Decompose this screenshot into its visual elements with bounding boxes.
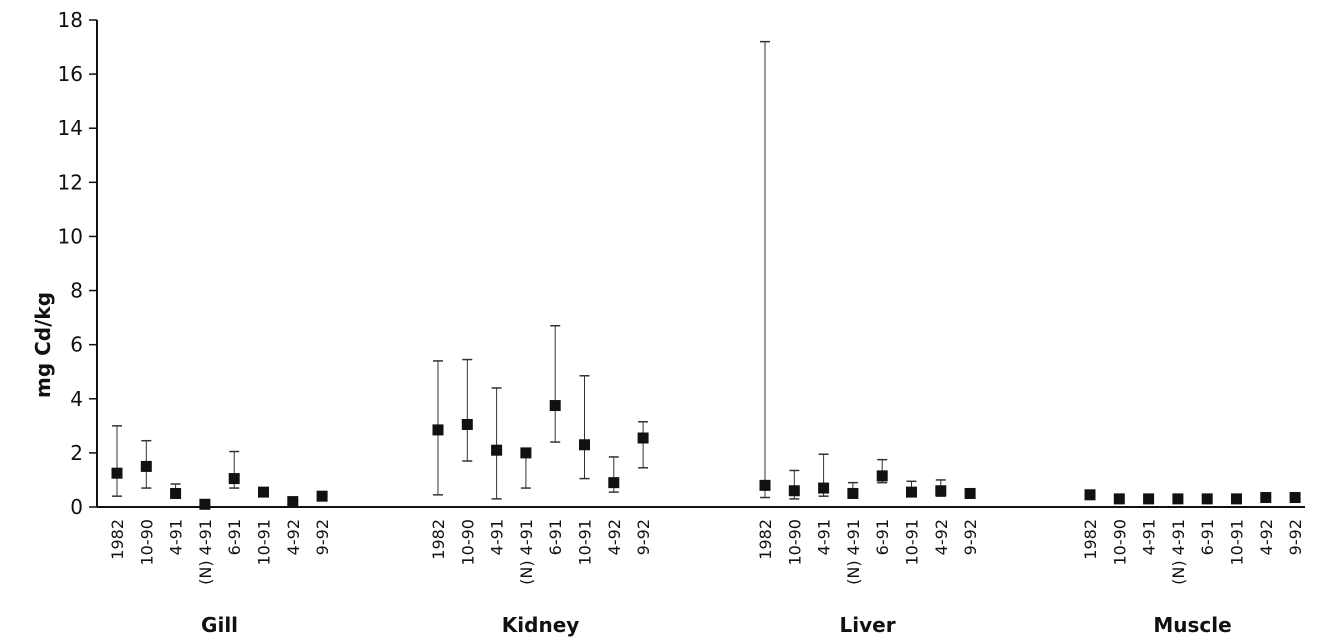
gill-category-label: (N) 4-91 <box>196 519 215 585</box>
gill-point <box>287 496 298 507</box>
liver-category-label: 9-92 <box>961 519 980 555</box>
kidney-point <box>579 439 590 450</box>
kidney-category-label: 10-90 <box>458 519 477 566</box>
gill-point <box>199 499 210 510</box>
gill-category-label: 1982 <box>108 519 127 560</box>
x-axis-labels: 1982 10-90 4-91 (N) 4-91 6-91 10-91 4-92 9-92 Gi… <box>108 519 1305 637</box>
muscle-category-label: 10-91 <box>1228 519 1247 566</box>
muscle-point <box>1085 489 1096 500</box>
kidney-category-label: (N) 4-91 <box>517 519 536 585</box>
gill-category-label: 10-91 <box>255 519 274 566</box>
liver-category-label: 4-92 <box>932 519 951 555</box>
muscle-point <box>1202 493 1213 504</box>
liver-category-label: 4-91 <box>815 519 834 555</box>
y-axis-ticks: 0 2 4 6 8 10 12 14 16 18 <box>58 8 97 519</box>
muscle-point <box>1290 492 1301 503</box>
muscle-point <box>1143 493 1154 504</box>
liver-category-label: 6-91 <box>873 519 892 555</box>
y-tick-label: 12 <box>58 170 83 194</box>
kidney-category-label: 4-92 <box>605 519 624 555</box>
kidney-category-label: 6-91 <box>546 519 565 555</box>
chart-marks <box>112 42 1301 510</box>
gill-point <box>258 487 269 498</box>
muscle-point <box>1114 493 1125 504</box>
y-tick-label: 18 <box>58 8 83 32</box>
liver-group-label: Liver <box>840 613 896 637</box>
gill-category-label: 6-91 <box>225 519 244 555</box>
liver-point <box>760 480 771 491</box>
muscle-category-label: (N) 4-91 <box>1169 519 1188 585</box>
muscle-point <box>1172 493 1183 504</box>
muscle-category-label: 4-91 <box>1140 519 1159 555</box>
liver-category-label: 10-90 <box>785 519 804 566</box>
y-tick-label: 6 <box>70 333 83 357</box>
y-tick-label: 2 <box>70 441 83 465</box>
gill-point <box>112 468 123 479</box>
muscle-category-label: 9-92 <box>1286 519 1305 555</box>
kidney-category-label: 4-91 <box>488 519 507 555</box>
kidney-point <box>608 477 619 488</box>
y-axis-title: mg Cd/kg <box>31 292 55 398</box>
liver-category-label: (N) 4-91 <box>844 519 863 585</box>
muscle-point <box>1260 492 1271 503</box>
gill-point <box>229 473 240 484</box>
liver-point <box>935 485 946 496</box>
liver-point <box>965 488 976 499</box>
muscle-category-label: 1982 <box>1081 519 1100 560</box>
liver-point <box>818 483 829 494</box>
kidney-point <box>638 433 649 444</box>
gill-point <box>170 488 181 499</box>
kidney-category-label: 1982 <box>429 519 448 560</box>
kidney-point <box>520 447 531 458</box>
gill-category-label: 4-92 <box>284 519 303 555</box>
kidney-point <box>491 445 502 456</box>
y-tick-label: 8 <box>70 279 83 303</box>
gill-group-label: Gill <box>201 613 238 637</box>
y-tick-label: 4 <box>70 387 83 411</box>
muscle-point <box>1231 493 1242 504</box>
gill-category-label: 10-90 <box>137 519 156 566</box>
muscle-group-label: Muscle <box>1153 613 1231 637</box>
chart-axes <box>97 20 1305 507</box>
muscle-category-label: 6-91 <box>1198 519 1217 555</box>
liver-point <box>877 470 888 481</box>
muscle-category-label: 4-92 <box>1257 519 1276 555</box>
liver-point <box>789 485 800 496</box>
liver-category-label: 10-91 <box>903 519 922 566</box>
liver-point <box>906 487 917 498</box>
liver-point <box>847 488 858 499</box>
y-tick-label: 10 <box>58 224 83 248</box>
kidney-category-label: 9-92 <box>634 519 653 555</box>
muscle-category-label: 10-90 <box>1110 519 1129 566</box>
y-tick-label: 0 <box>70 495 83 519</box>
gill-category-label: 4-91 <box>167 519 186 555</box>
y-tick-label: 14 <box>58 116 83 140</box>
gill-point <box>141 461 152 472</box>
kidney-category-label: 10-91 <box>576 519 595 566</box>
kidney-point <box>433 424 444 435</box>
gill-point <box>317 491 328 502</box>
kidney-point <box>550 400 561 411</box>
liver-category-label: 1982 <box>756 519 775 560</box>
gill-category-label: 9-92 <box>313 519 332 555</box>
kidney-point <box>462 419 473 430</box>
kidney-group-label: Kidney <box>502 613 580 637</box>
y-tick-label: 16 <box>58 62 83 86</box>
